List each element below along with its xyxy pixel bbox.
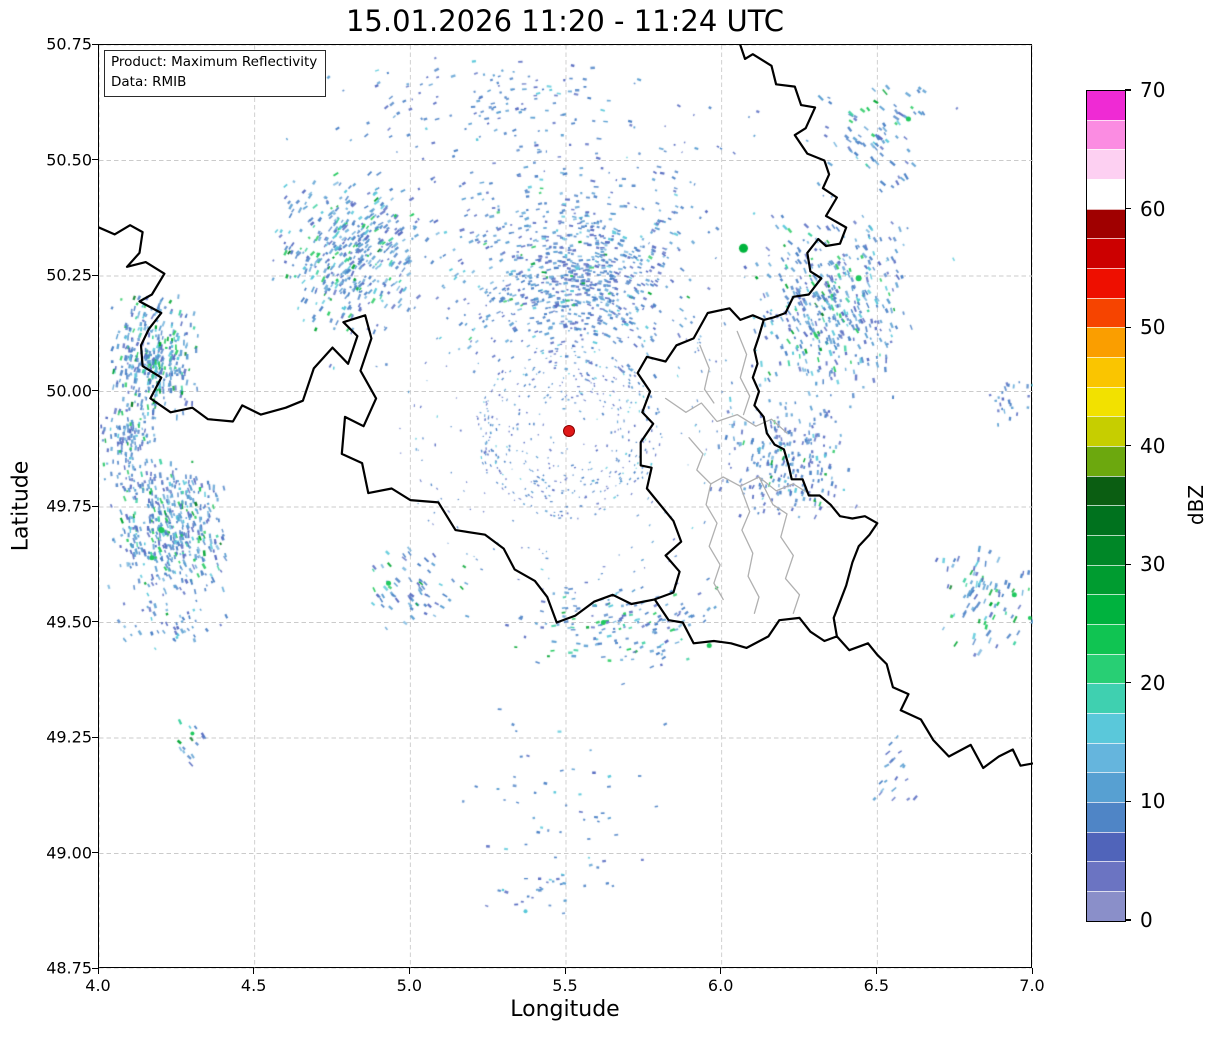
colorbar-tick-label: 50 [1140,315,1166,340]
district-border-lux-7 [736,330,751,416]
product-annotation-box: Product: Maximum Reflectivity Data: RMIB [104,50,327,98]
colorbar-segment [1087,208,1125,239]
border-france-belgium-luxembourg-germany [99,224,1033,770]
map-plot-area: Product: Maximum Reflectivity Data: RMIB [98,44,1033,969]
colorbar-tick-mark [1125,207,1131,210]
colorbar-segment [1087,861,1125,892]
district-border-lux-6 [699,344,715,404]
x-axis-label: Longitude [510,997,620,1022]
district-border-lux-4 [739,485,760,614]
colorbar-segment [1087,416,1125,447]
colorbar-segment [1087,742,1125,773]
colorbar-segment [1087,179,1125,209]
y-tick-label: 49.50 [46,612,92,631]
colorbar-segment [1087,831,1125,862]
annotation-source-line: Data: RMIB [111,73,187,90]
border-belgium-luxembourg [636,307,765,601]
colorbar-segment [1087,357,1125,387]
y-tick-label: 50.25 [46,265,92,285]
colorbar-segment [1087,683,1125,714]
colorbar-tick-label: 10 [1140,789,1166,814]
plot-title: 15.01.2026 11:20 - 11:24 UTC [345,4,785,38]
border-layer [99,45,1033,770]
y-tick-mark [92,505,98,507]
colorbar-segment [1087,891,1125,921]
district-border-lux-3 [705,483,724,601]
x-tick-mark [564,968,566,974]
x-tick-label: 4.5 [240,976,267,995]
colorbar-segment [1087,594,1125,625]
x-tick-mark [875,968,877,974]
district-border-lux-5 [758,476,801,614]
colorbar-tick-label: 20 [1140,670,1166,695]
colorbar-segment [1087,149,1125,180]
x-tick-label: 4.0 [85,976,111,995]
colorbar-segment [1087,268,1125,298]
y-tick-label: 50.50 [46,150,92,169]
district-border-lux-1 [664,397,788,434]
colorbar-tick-mark [1125,326,1131,328]
colorbar-segment [1087,505,1125,536]
colorbar-tick-mark [1125,89,1131,91]
x-tick-label: 6.0 [707,976,734,995]
colorbar-tick-mark [1125,919,1131,921]
y-tick-mark [92,274,98,276]
colorbar-segment [1087,238,1125,269]
colorbar-tick-label: 40 [1140,433,1166,458]
y-tick-label: 48.75 [46,958,92,978]
x-tick-label: 6.5 [863,976,890,995]
colorbar-segment [1087,713,1125,743]
colorbar-tick-mark [1125,445,1131,447]
y-tick-label: 50.00 [46,381,92,400]
x-tick-label: 7.0 [1019,976,1045,995]
annotation-product-line: Product: Maximum Reflectivity [111,54,318,70]
y-tick-mark [92,852,98,853]
y-tick-mark [92,621,98,622]
y-axis-label: Latitude [8,460,34,552]
colorbar [1086,90,1126,922]
y-tick-mark [92,736,98,738]
colorbar-tick-mark [1125,682,1131,684]
colorbar-tick-label: 70 [1140,78,1166,102]
colorbar-tick-label: 0 [1140,908,1153,932]
colorbar-tick-label: 60 [1140,196,1166,221]
colorbar-segment [1087,802,1125,832]
y-tick-label: 49.75 [46,496,92,516]
y-tick-mark [92,159,98,160]
radar-site-marker [563,424,576,437]
radar-echo-canvas [99,45,1033,969]
x-tick-mark [408,968,410,974]
border-belgium-germany-moselle [739,45,879,638]
y-tick-mark [92,967,98,969]
colorbar-segment [1087,327,1125,358]
colorbar-tick-mark [1125,800,1131,803]
y-tick-label: 49.00 [46,843,92,862]
x-tick-label: 5.0 [396,976,423,995]
colorbar-segment [1087,535,1125,565]
colorbar-segment [1087,772,1125,803]
colorbar-tick-label: 30 [1140,552,1166,577]
y-tick-label: 49.25 [46,727,92,747]
colorbar-segment [1087,297,1125,328]
colorbar-segment [1087,564,1125,595]
district-border-lux-2 [688,437,813,497]
colorbar-segment [1087,386,1125,417]
x-tick-mark [253,968,255,974]
colorbar-segment [1087,91,1125,120]
colorbar-segment [1087,475,1125,506]
colorbar-tick-mark [1125,563,1131,565]
x-tick-mark [97,968,99,974]
colorbar-segment [1087,624,1125,654]
colorbar-segment [1087,119,1125,150]
y-tick-mark [92,390,98,391]
y-tick-label: 50.75 [46,34,92,54]
colorbar-label: dBZ [1184,484,1208,526]
x-tick-label: 5.5 [552,976,578,995]
x-tick-mark [1031,968,1033,974]
y-tick-mark [92,43,98,45]
colorbar-segment [1087,653,1125,684]
x-tick-mark [720,968,722,974]
colorbar-segment [1087,446,1125,476]
